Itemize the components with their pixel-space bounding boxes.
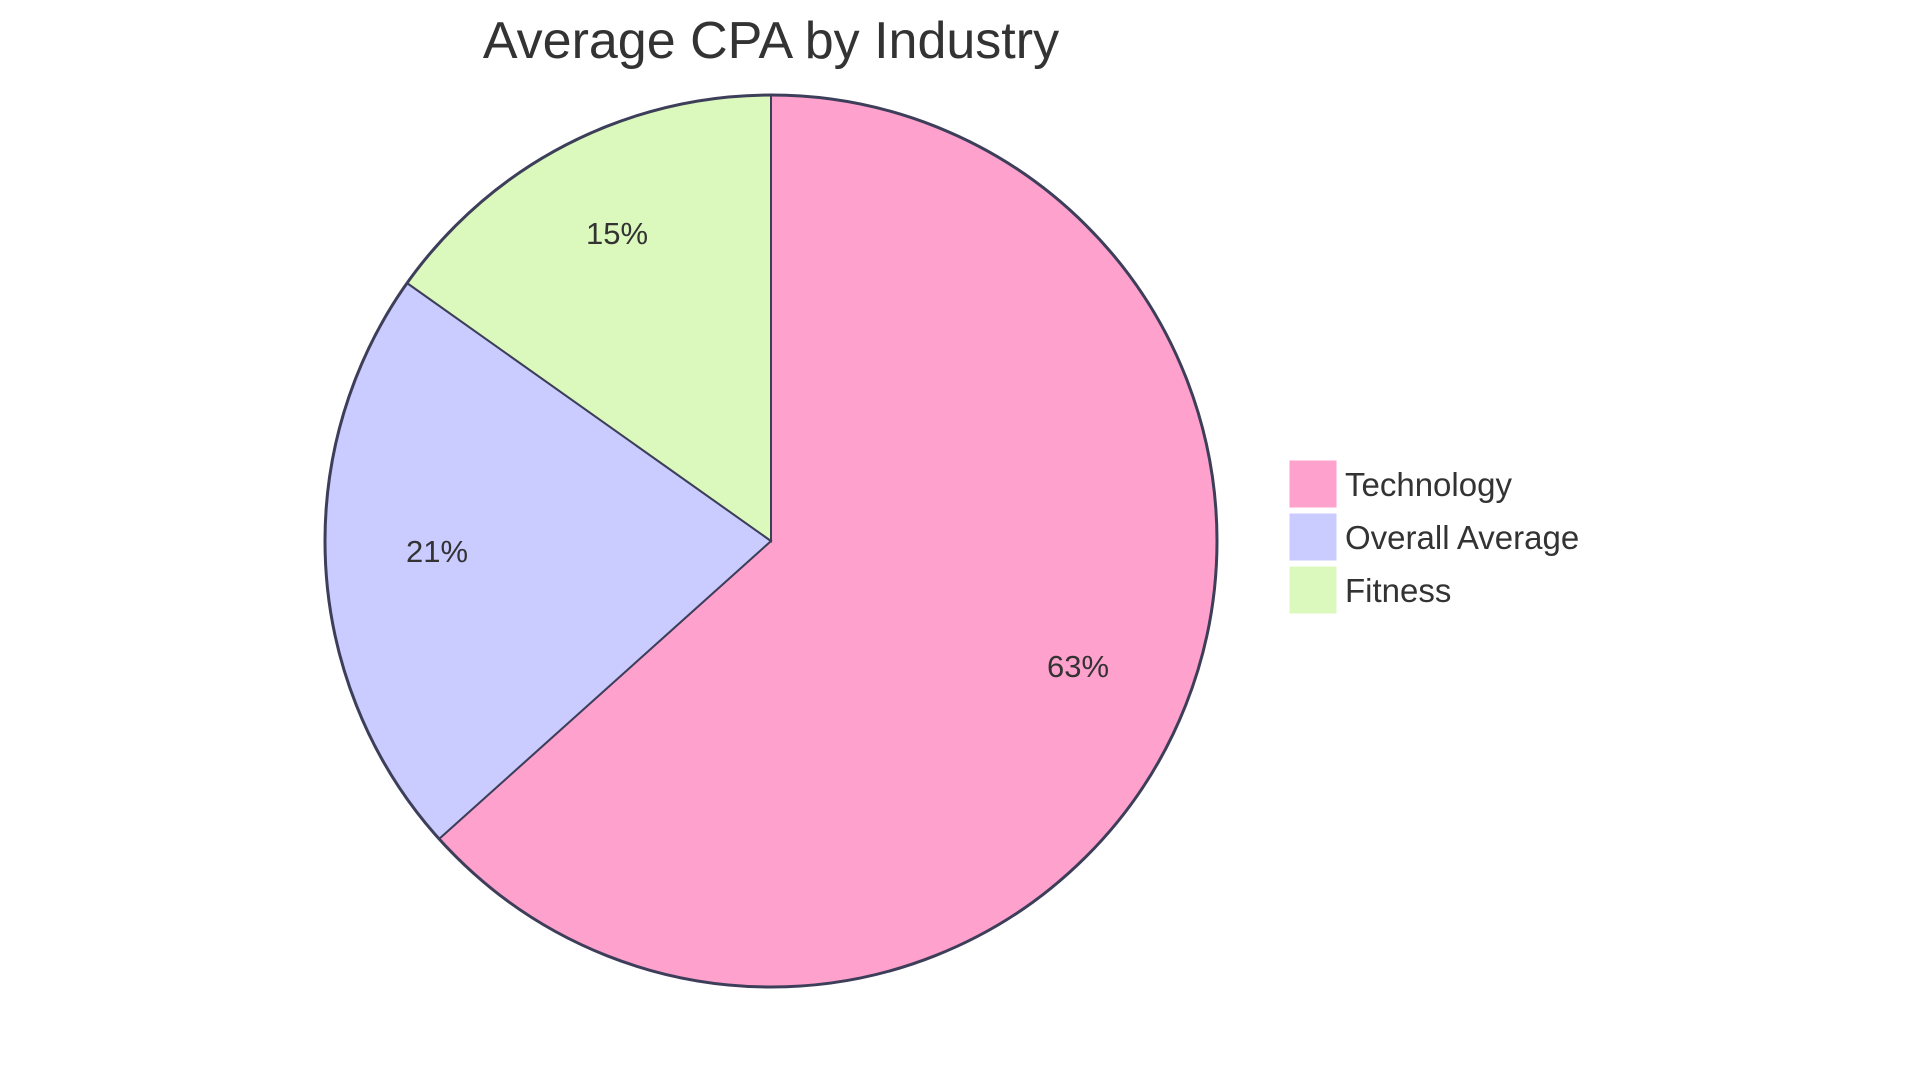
slice-label-technology: 63% (1047, 649, 1109, 684)
legend-item-overall-average[interactable]: Overall Average (1289, 513, 1579, 561)
legend-item-fitness[interactable]: Fitness (1289, 566, 1451, 614)
chart-title: Average CPA by Industry (483, 12, 1059, 70)
legend-swatch-overall-average (1289, 513, 1337, 561)
pie: 63% 21% 15% (323, 93, 1219, 989)
legend: Technology Overall Average Fitness (1289, 460, 1579, 614)
slice-label-fitness: 15% (586, 216, 648, 251)
legend-label-fitness: Fitness (1345, 572, 1451, 609)
legend-label-overall-average: Overall Average (1345, 519, 1579, 556)
legend-swatch-fitness (1289, 566, 1337, 614)
legend-item-technology[interactable]: Technology (1289, 460, 1512, 508)
pie-outline (323, 93, 1219, 989)
legend-swatch-technology (1289, 460, 1337, 508)
legend-label-technology: Technology (1345, 466, 1512, 503)
slice-label-overall-average: 21% (406, 534, 468, 569)
